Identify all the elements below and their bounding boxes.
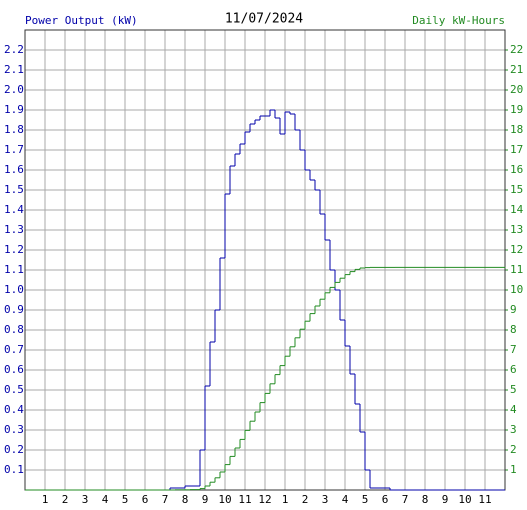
y-tick-label: 0.8 xyxy=(4,323,24,336)
y2-tick-label: 21 xyxy=(510,63,523,76)
y-tick-label: 0.3 xyxy=(4,423,24,436)
y2-tick-label: 20 xyxy=(510,83,523,96)
x-tick-label: 9 xyxy=(202,493,209,506)
x-tick-label: 10 xyxy=(218,493,231,506)
x-tick-label: 6 xyxy=(382,493,389,506)
x-tick-label: 12 xyxy=(258,493,271,506)
y2-tick-label: 3 xyxy=(510,423,517,436)
chart-title: 11/07/2024 xyxy=(225,12,303,27)
x-tick-label: 10 xyxy=(458,493,471,506)
x-tick-label: 1 xyxy=(282,493,289,506)
y2-axis-label: Daily kW-Hours xyxy=(412,14,505,27)
y-tick-label: 1.3 xyxy=(4,223,24,236)
y-tick-label: 0.7 xyxy=(4,343,24,356)
y2-tick-label: 19 xyxy=(510,103,523,116)
y-tick-label: 1.5 xyxy=(4,183,24,196)
y2-tick-label: 18 xyxy=(510,123,523,136)
y2-tick-label: 10 xyxy=(510,283,523,296)
x-tick-label: 4 xyxy=(342,493,349,506)
y2-tick-label: 17 xyxy=(510,143,523,156)
y2-tick-label: 7 xyxy=(510,343,517,356)
x-tick-label: 6 xyxy=(142,493,149,506)
x-tick-label: 2 xyxy=(62,493,69,506)
y2-tick-label: 11 xyxy=(510,263,523,276)
x-tick-label: 5 xyxy=(122,493,129,506)
plot-border xyxy=(24,29,506,491)
x-tick-label: 9 xyxy=(442,493,449,506)
y-tick-label: 1.0 xyxy=(4,283,24,296)
y2-tick-label: 6 xyxy=(510,363,517,376)
x-tick-label: 1 xyxy=(42,493,49,506)
y-tick-label: 2.2 xyxy=(4,43,24,56)
x-tick-label: 3 xyxy=(82,493,89,506)
x-tick-label: 7 xyxy=(402,493,409,506)
y2-tick-label: 5 xyxy=(510,383,517,396)
y-tick-label: 0.9 xyxy=(4,303,24,316)
y2-tick-label: 4 xyxy=(510,403,517,416)
y-tick-label: 1.2 xyxy=(4,243,24,256)
y-tick-label: 0.5 xyxy=(4,383,24,396)
y2-tick-label: 12 xyxy=(510,243,523,256)
y-axis-label: Power Output (kW) xyxy=(25,14,138,27)
y-tick-label: 2.1 xyxy=(4,63,24,76)
y2-tick-label: 13 xyxy=(510,223,523,236)
y2-tick-label: 15 xyxy=(510,183,523,196)
x-tick-label: 8 xyxy=(182,493,189,506)
y2-tick-label: 22 xyxy=(510,43,523,56)
y2-tick-label: 14 xyxy=(510,203,524,216)
x-tick-label: 11 xyxy=(238,493,251,506)
x-tick-label: 11 xyxy=(478,493,491,506)
y-tick-label: 1.7 xyxy=(4,143,24,156)
x-tick-label: 5 xyxy=(362,493,369,506)
x-tick-label: 7 xyxy=(162,493,169,506)
y2-tick-label: 8 xyxy=(510,323,517,336)
y-tick-label: 1.9 xyxy=(4,103,24,116)
y-tick-label: 1.1 xyxy=(4,263,24,276)
y2-tick-label: 1 xyxy=(510,463,517,476)
y-tick-label: 1.6 xyxy=(4,163,24,176)
x-tick-label: 4 xyxy=(102,493,109,506)
x-tick-label: 8 xyxy=(422,493,429,506)
y-tick-label: 1.4 xyxy=(4,203,24,216)
y-tick-label: 2.0 xyxy=(4,83,24,96)
y-tick-label: 1.8 xyxy=(4,123,24,136)
y2-tick-label: 9 xyxy=(510,303,517,316)
y-tick-label: 0.1 xyxy=(4,463,24,476)
x-tick-label: 2 xyxy=(302,493,309,506)
y-tick-label: 0.6 xyxy=(4,363,24,376)
y-tick-label: 0.4 xyxy=(4,403,24,416)
y-tick-label: 0.2 xyxy=(4,443,24,456)
x-tick-label: 3 xyxy=(322,493,329,506)
y2-tick-label: 2 xyxy=(510,443,517,456)
y2-tick-label: 16 xyxy=(510,163,523,176)
